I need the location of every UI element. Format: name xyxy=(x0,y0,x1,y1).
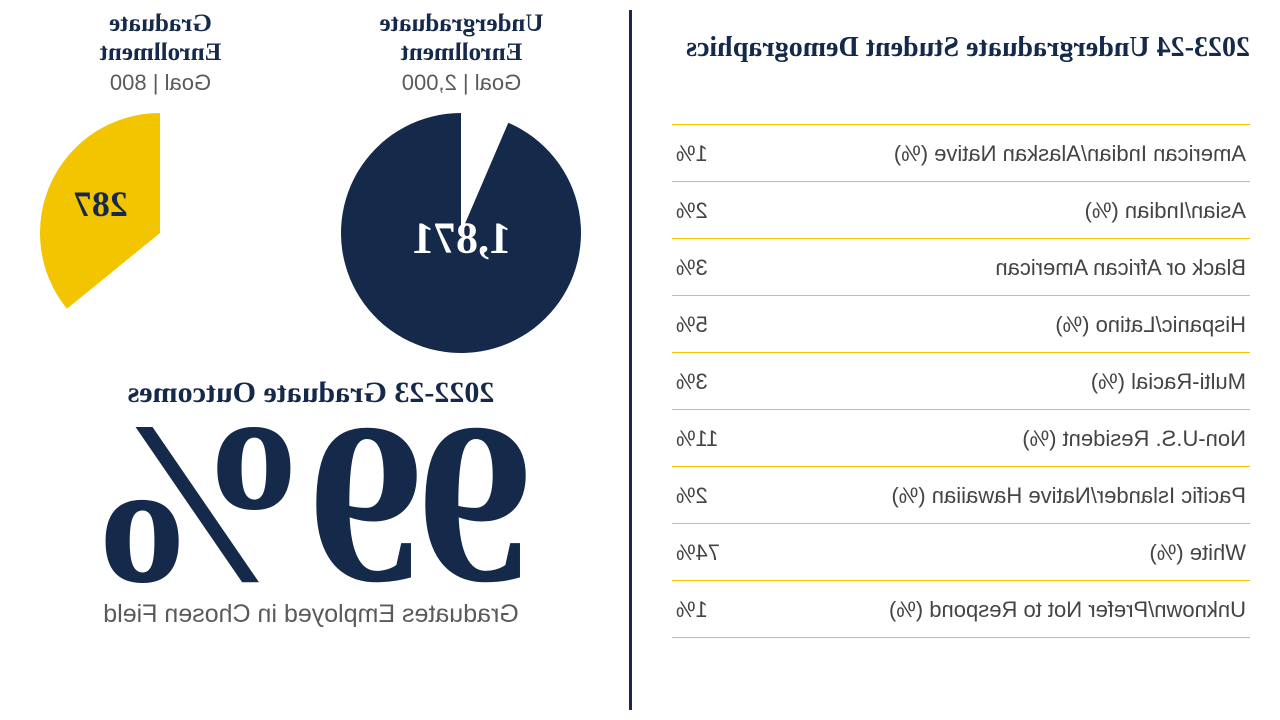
table-row: Hispanic/Latino (%)5% xyxy=(672,296,1250,353)
demo-label: Asian/Indian (%) xyxy=(752,182,1250,239)
grad-value: 287 xyxy=(74,183,128,225)
undergrad-value: 1,871 xyxy=(412,212,511,263)
table-row: Unknown/Prefer Not to Respond (%)1% xyxy=(672,581,1250,638)
undergrad-pie: 1,871 xyxy=(337,108,587,358)
table-row: Black or African American3% xyxy=(672,239,1250,296)
undergrad-goal: Goal | 2,000 xyxy=(331,70,592,96)
table-row: Multi-Racial (%)3% xyxy=(672,353,1250,410)
demographics-title: 2023-24 Undergraduate Student Demographi… xyxy=(672,32,1250,64)
vertical-divider xyxy=(629,10,632,710)
demo-value: 74% xyxy=(672,524,752,581)
grad-enrollment-block: Graduate Enrollment Goal | 800 287 xyxy=(30,10,291,358)
demo-label: Unknown/Prefer Not to Respond (%) xyxy=(752,581,1250,638)
demo-value: 1% xyxy=(672,125,752,182)
outcomes-percent: 99% xyxy=(30,388,592,618)
demo-value: 3% xyxy=(672,239,752,296)
table-row: White (%)74% xyxy=(672,524,1250,581)
pie-charts-row: Undergraduate Enrollment Goal | 2,000 1,… xyxy=(30,10,592,358)
table-row: Non-U.S. Resident (%)11% xyxy=(672,410,1250,467)
demo-value: 3% xyxy=(672,353,752,410)
demo-value: 2% xyxy=(672,467,752,524)
demographics-table: American Indian/Alaskan Native (%)1%Asia… xyxy=(672,124,1250,638)
table-row: Pacific Islander/Native Hawaiian (%)2% xyxy=(672,467,1250,524)
undergrad-enrollment-block: Undergraduate Enrollment Goal | 2,000 1,… xyxy=(331,10,592,358)
demo-label: Non-U.S. Resident (%) xyxy=(752,410,1250,467)
demographics-panel: 2023-24 Undergraduate Student Demographi… xyxy=(632,0,1280,720)
table-row: American Indian/Alaskan Native (%)1% xyxy=(672,125,1250,182)
table-row: Asian/Indian (%)2% xyxy=(672,182,1250,239)
demo-label: White (%) xyxy=(752,524,1250,581)
stats-panel: Undergraduate Enrollment Goal | 2,000 1,… xyxy=(0,0,632,720)
demo-label: Pacific Islander/Native Hawaiian (%) xyxy=(752,467,1250,524)
demo-label: Multi-Racial (%) xyxy=(752,353,1250,410)
grad-goal: Goal | 800 xyxy=(30,70,291,96)
demo-label: American Indian/Alaskan Native (%) xyxy=(752,125,1250,182)
undergrad-title: Undergraduate Enrollment xyxy=(331,10,592,68)
outcomes-block: 2022-23 Graduate Outcomes 99% Graduates … xyxy=(30,376,592,629)
demo-label: Hispanic/Latino (%) xyxy=(752,296,1250,353)
demo-label: Black or African American xyxy=(752,239,1250,296)
demo-value: 1% xyxy=(672,581,752,638)
grad-pie: 287 xyxy=(36,108,286,358)
demo-value: 11% xyxy=(672,410,752,467)
outcomes-subtitle: Graduates Employed in Chosen Field xyxy=(30,600,592,629)
demo-value: 2% xyxy=(672,182,752,239)
demo-value: 5% xyxy=(672,296,752,353)
grad-title: Graduate Enrollment xyxy=(30,10,291,68)
